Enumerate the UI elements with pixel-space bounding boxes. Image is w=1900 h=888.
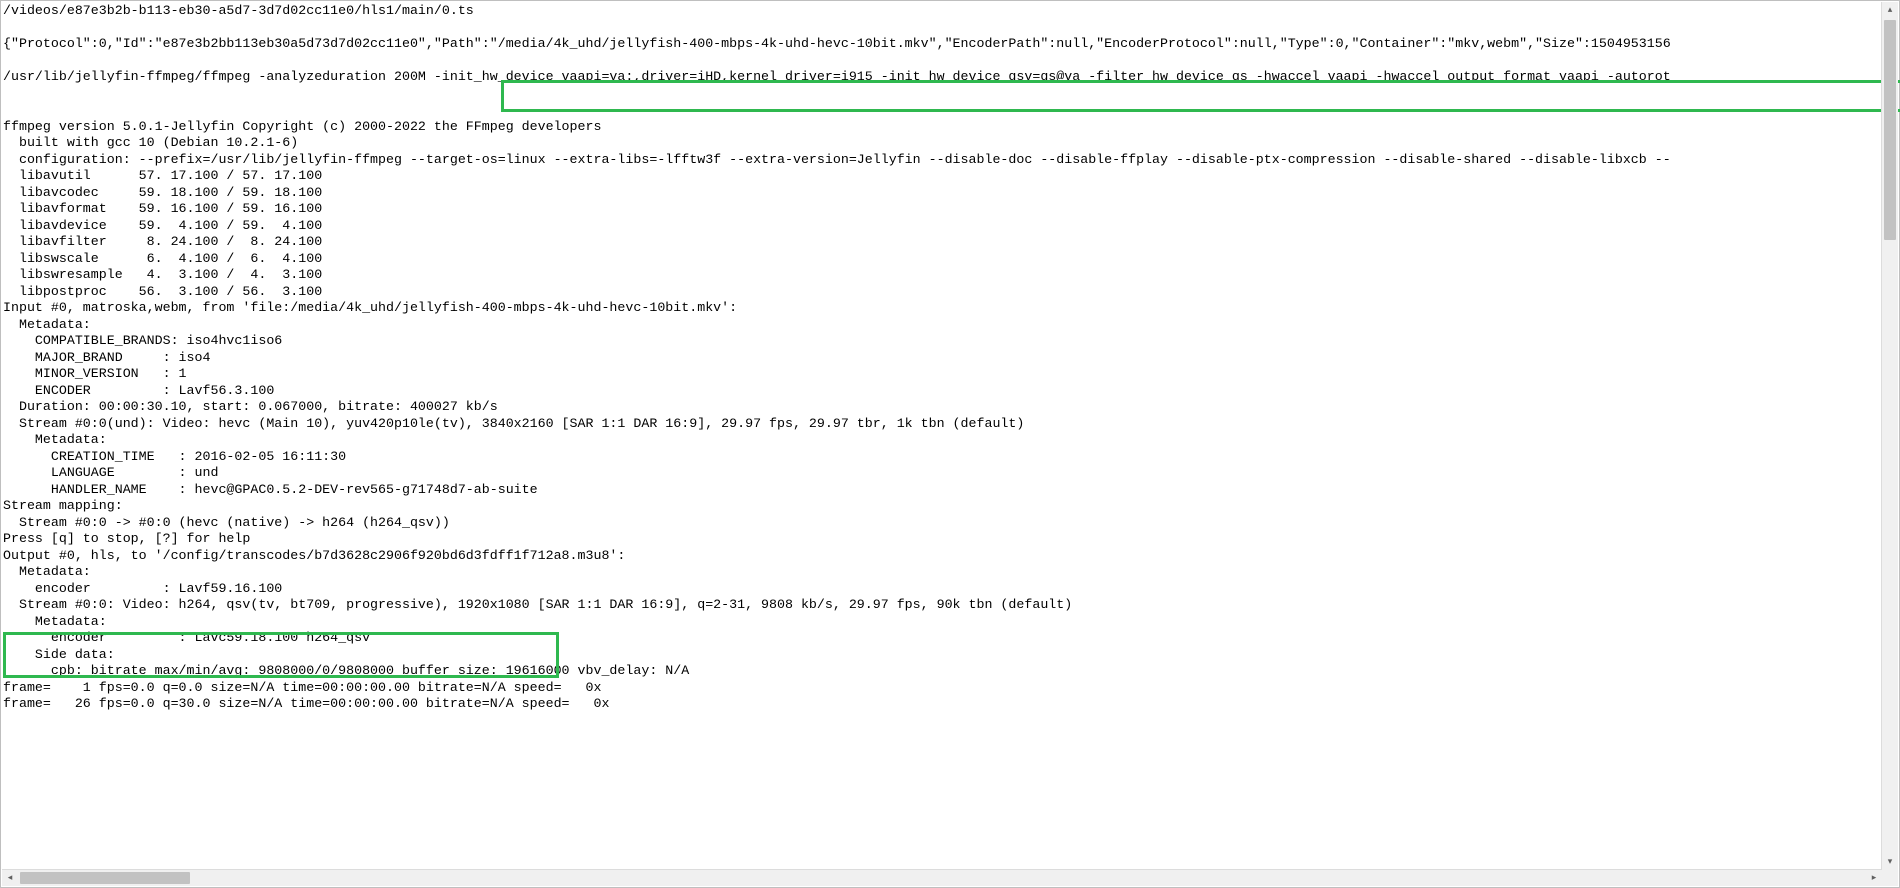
log-line: encoder : Lavc59.18.100 h264_qsv — [3, 630, 1881, 647]
scroll-left-arrow-icon[interactable]: ◂ — [2, 870, 18, 886]
log-line: frame= 26 fps=0.0 q=30.0 size=N/A time=0… — [3, 696, 1881, 713]
log-line: Stream mapping: — [3, 498, 1881, 515]
log-line: Side data: — [3, 647, 1881, 664]
log-line — [3, 86, 1881, 103]
log-line: /videos/e87e3b2b-b113-eb30-a5d7-3d7d02cc… — [3, 3, 1881, 20]
log-line: MINOR_VERSION : 1 — [3, 366, 1881, 383]
log-line: configuration: --prefix=/usr/lib/jellyfi… — [3, 152, 1881, 169]
log-line: LANGUAGE : und — [3, 465, 1881, 482]
log-line: Metadata: — [3, 317, 1881, 334]
log-line: MAJOR_BRAND : iso4 — [3, 350, 1881, 367]
scroll-corner — [1882, 870, 1898, 886]
log-line: ffmpeg version 5.0.1-Jellyfin Copyright … — [3, 119, 1881, 136]
vertical-scroll-thumb[interactable] — [1884, 20, 1896, 240]
log-line — [3, 53, 1881, 70]
scroll-down-arrow-icon[interactable]: ▾ — [1882, 854, 1898, 870]
log-line: /usr/lib/jellyfin-ffmpeg/ffmpeg -analyze… — [3, 69, 1881, 86]
log-line — [3, 20, 1881, 37]
log-line: libavdevice 59. 4.100 / 59. 4.100 — [3, 218, 1881, 235]
log-line: Stream #0:0(und): Video: hevc (Main 10),… — [3, 416, 1881, 433]
log-line: {"Protocol":0,"Id":"e87e3b2bb113eb30a5d7… — [3, 36, 1881, 53]
log-line: HANDLER_NAME : hevc@GPAC0.5.2-DEV-rev565… — [3, 482, 1881, 499]
log-line: encoder : Lavf59.16.100 — [3, 581, 1881, 598]
horizontal-scroll-thumb[interactable] — [20, 872, 190, 884]
log-line: cpb: bitrate max/min/avg: 9808000/0/9808… — [3, 663, 1881, 680]
log-line: libavutil 57. 17.100 / 57. 17.100 — [3, 168, 1881, 185]
log-line — [3, 102, 1881, 119]
log-line: ENCODER : Lavf56.3.100 — [3, 383, 1881, 400]
log-line: Output #0, hls, to '/config/transcodes/b… — [3, 548, 1881, 565]
log-line: libpostproc 56. 3.100 / 56. 3.100 — [3, 284, 1881, 301]
vertical-scrollbar[interactable]: ▴ ▾ — [1881, 2, 1898, 870]
log-line: CREATION_TIME : 2016-02-05 16:11:30 — [3, 449, 1881, 466]
log-line: Metadata: — [3, 564, 1881, 581]
log-line: Press [q] to stop, [?] for help — [3, 531, 1881, 548]
log-line: frame= 1 fps=0.0 q=0.0 size=N/A time=00:… — [3, 680, 1881, 697]
log-line: Metadata: — [3, 614, 1881, 631]
scroll-up-arrow-icon[interactable]: ▴ — [1882, 2, 1898, 18]
log-line: libavformat 59. 16.100 / 59. 16.100 — [3, 201, 1881, 218]
log-text-area[interactable]: /videos/e87e3b2b-b113-eb30-a5d7-3d7d02cc… — [3, 3, 1881, 869]
log-line: Stream #0:0 -> #0:0 (hevc (native) -> h2… — [3, 515, 1881, 532]
log-line: Metadata: — [3, 432, 1881, 449]
log-line: libavcodec 59. 18.100 / 59. 18.100 — [3, 185, 1881, 202]
log-viewer-window: /videos/e87e3b2b-b113-eb30-a5d7-3d7d02cc… — [0, 0, 1900, 888]
log-line: Input #0, matroska,webm, from 'file:/med… — [3, 300, 1881, 317]
log-line: COMPATIBLE_BRANDS: iso4hvc1iso6 — [3, 333, 1881, 350]
log-line: libswscale 6. 4.100 / 6. 4.100 — [3, 251, 1881, 268]
scroll-right-arrow-icon[interactable]: ▸ — [1866, 870, 1882, 886]
log-line: built with gcc 10 (Debian 10.2.1-6) — [3, 135, 1881, 152]
horizontal-scrollbar[interactable]: ◂ ▸ — [2, 869, 1882, 886]
log-line: libavfilter 8. 24.100 / 8. 24.100 — [3, 234, 1881, 251]
log-line: libswresample 4. 3.100 / 4. 3.100 — [3, 267, 1881, 284]
log-line: Duration: 00:00:30.10, start: 0.067000, … — [3, 399, 1881, 416]
log-line: Stream #0:0: Video: h264, qsv(tv, bt709,… — [3, 597, 1881, 614]
